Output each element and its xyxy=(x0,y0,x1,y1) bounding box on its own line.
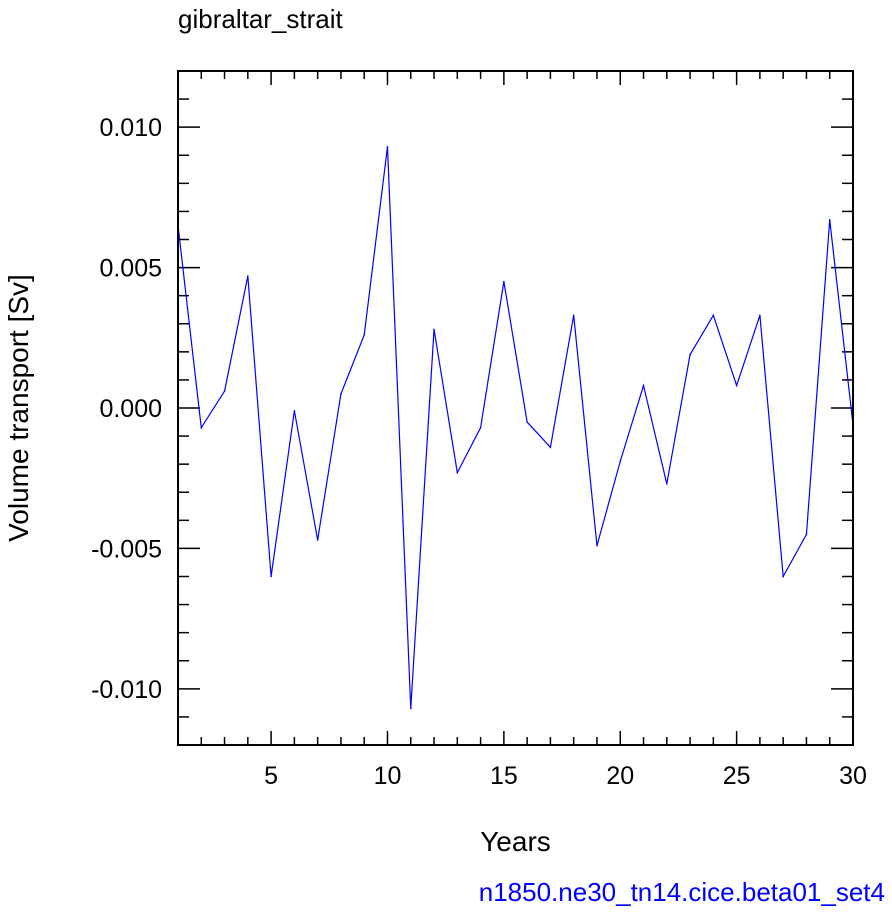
data-point xyxy=(572,314,575,317)
data-point xyxy=(247,275,249,277)
data-point xyxy=(596,544,598,547)
data-point xyxy=(433,328,435,331)
y-tick-label: -0.005 xyxy=(91,535,162,563)
footer-run-label: n1850.ne30_tn14.cice.beta01_set4 xyxy=(479,877,885,907)
data-point xyxy=(619,460,622,463)
y-tick-label: 0.000 xyxy=(99,395,162,423)
data-point xyxy=(805,533,808,536)
x-tick-label: 30 xyxy=(839,762,867,790)
data-point xyxy=(363,334,366,336)
data-point xyxy=(200,426,203,429)
data-point xyxy=(340,393,342,395)
data-point xyxy=(503,280,505,283)
data-point xyxy=(782,575,784,578)
x-tick-label: 5 xyxy=(264,762,278,790)
x-tick-label: 20 xyxy=(606,762,634,790)
data-point xyxy=(689,353,691,356)
data-point xyxy=(712,314,715,317)
data-point xyxy=(223,390,226,392)
y-tick-label: -0.010 xyxy=(91,676,162,704)
x-tick-label: 10 xyxy=(374,762,402,790)
data-point xyxy=(526,421,528,423)
y-tick-label: 0.005 xyxy=(99,255,162,283)
x-tick-labels: 5 10 15 20 25 30 xyxy=(264,762,867,790)
data-point xyxy=(759,314,761,317)
y-tick-labels: 0.010 0.005 0.000 -0.005 -0.010 xyxy=(91,114,162,704)
y-axis-label: Volume transport [Sv] xyxy=(3,274,34,542)
data-points xyxy=(177,146,854,710)
x-tick-label: 15 xyxy=(490,762,518,790)
data-point xyxy=(828,219,831,221)
data-point xyxy=(293,410,296,412)
data-point xyxy=(456,471,459,474)
data-point xyxy=(409,707,412,710)
data-point xyxy=(642,384,645,387)
y-tick-label: 0.010 xyxy=(99,114,162,142)
series-line xyxy=(177,146,854,709)
x-axis-label: Years xyxy=(480,826,551,857)
chart-title: gibraltar_strait xyxy=(178,4,344,34)
data-point xyxy=(316,539,319,541)
data-point xyxy=(665,483,668,485)
tick-marks xyxy=(177,70,854,746)
data-point xyxy=(549,446,552,449)
plot-frame xyxy=(177,70,854,746)
data-point xyxy=(735,384,738,387)
data-point xyxy=(479,426,482,429)
data-point xyxy=(270,575,272,578)
data-point xyxy=(386,146,389,148)
x-tick-label: 25 xyxy=(723,762,751,790)
